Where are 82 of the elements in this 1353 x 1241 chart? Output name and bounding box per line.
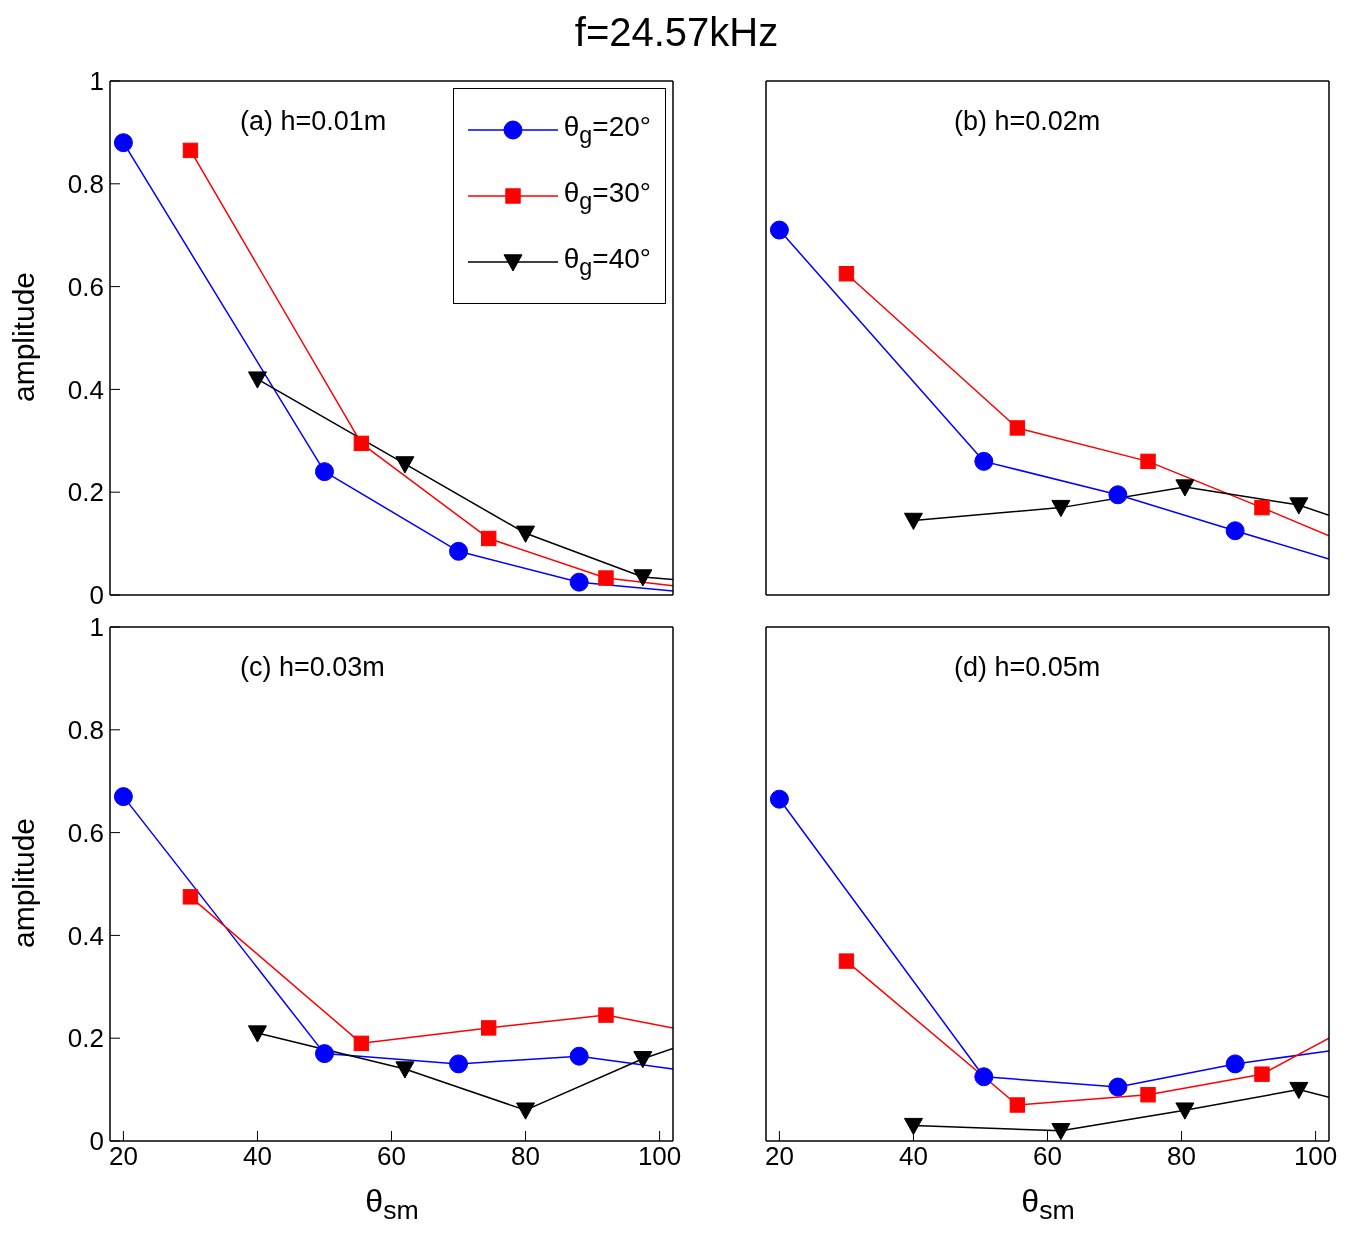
x-tick-label: 100: [637, 1141, 682, 1172]
point: [516, 1102, 536, 1120]
point: [1140, 453, 1156, 470]
point: [449, 1054, 469, 1074]
y-tick-label: 1: [89, 612, 104, 643]
y-tick-label: 0.8: [67, 715, 104, 746]
point: [182, 889, 199, 905]
x-tick-label: 80: [511, 1141, 541, 1172]
point: [1140, 1087, 1156, 1103]
point: [769, 220, 789, 240]
annotation: (d) h=0.05m: [954, 652, 1101, 683]
legend-label: θ$_{g}$=40°: [563, 243, 651, 281]
y-tick-label: 1: [89, 66, 104, 97]
point: [1175, 1102, 1195, 1120]
point: [1108, 1077, 1128, 1097]
y-tick-label: 0.4: [67, 920, 104, 951]
point: [395, 1061, 415, 1079]
point: [247, 371, 267, 389]
point: [769, 789, 789, 809]
x-axis-title: θ$_{sm}$: [1020, 1183, 1076, 1227]
point: [1009, 420, 1026, 436]
point: [1225, 1054, 1245, 1074]
point: [598, 570, 614, 586]
y-tick-label: 0.2: [67, 477, 104, 508]
point: [1289, 1081, 1309, 1100]
point: [182, 142, 199, 159]
point: [516, 525, 536, 543]
point: [1051, 499, 1071, 518]
point: [974, 1067, 994, 1087]
point: [113, 133, 133, 153]
point: [974, 451, 994, 471]
x-tick-label: 20: [108, 1141, 138, 1172]
y-axis-title: amplitude: [7, 271, 41, 403]
y-tick-label: 0.6: [67, 817, 104, 848]
x-tick-label: 80: [1167, 1141, 1197, 1172]
point: [598, 1007, 614, 1023]
point: [633, 569, 653, 587]
point: [395, 456, 415, 474]
point: [1175, 479, 1195, 497]
point: [903, 1117, 923, 1136]
point: [838, 953, 855, 969]
x-tick-label: 60: [1033, 1141, 1062, 1172]
point: [247, 1025, 267, 1043]
y-tick-label: 0.4: [67, 374, 104, 405]
x-tick-label: 20: [764, 1141, 794, 1172]
chart-title: f=24.57kHz: [573, 10, 780, 55]
point: [1254, 499, 1270, 516]
point: [1289, 497, 1309, 515]
point: [480, 1020, 497, 1036]
annotation: (b) h=0.02m: [954, 106, 1101, 137]
point: [903, 512, 923, 530]
point: [1254, 1066, 1270, 1082]
point: [1225, 521, 1245, 541]
x-tick-label: 40: [242, 1141, 272, 1172]
y-tick-label: 0: [89, 580, 104, 611]
x-tick-label: 60: [377, 1141, 406, 1172]
legend-label: θ$_{g}$=20°: [563, 111, 651, 149]
y-axis-title: amplitude: [7, 817, 41, 949]
point: [353, 435, 370, 452]
point: [314, 462, 334, 482]
legend-label: θ$_{g}$=30°: [563, 177, 651, 215]
point: [113, 787, 133, 807]
point: [449, 541, 469, 561]
point: [480, 530, 497, 547]
y-tick-label: 0: [89, 1126, 104, 1157]
point: [1051, 1123, 1071, 1141]
annotation: (c) h=0.03m: [240, 652, 385, 683]
point: [353, 1035, 370, 1052]
x-axis-title: θ$_{sm}$: [364, 1183, 420, 1227]
point: [1108, 485, 1128, 505]
y-tick-label: 0.6: [67, 271, 104, 302]
y-tick-label: 0.2: [67, 1023, 104, 1054]
point: [569, 1046, 589, 1066]
point: [314, 1044, 334, 1064]
x-tick-label: 100: [1293, 1141, 1338, 1172]
point: [633, 1051, 653, 1069]
point: [569, 572, 589, 592]
point: [838, 266, 855, 282]
annotation: (a) h=0.01m: [240, 106, 387, 137]
point: [1009, 1097, 1026, 1113]
y-tick-label: 0.8: [67, 169, 104, 200]
x-tick-label: 40: [898, 1141, 928, 1172]
